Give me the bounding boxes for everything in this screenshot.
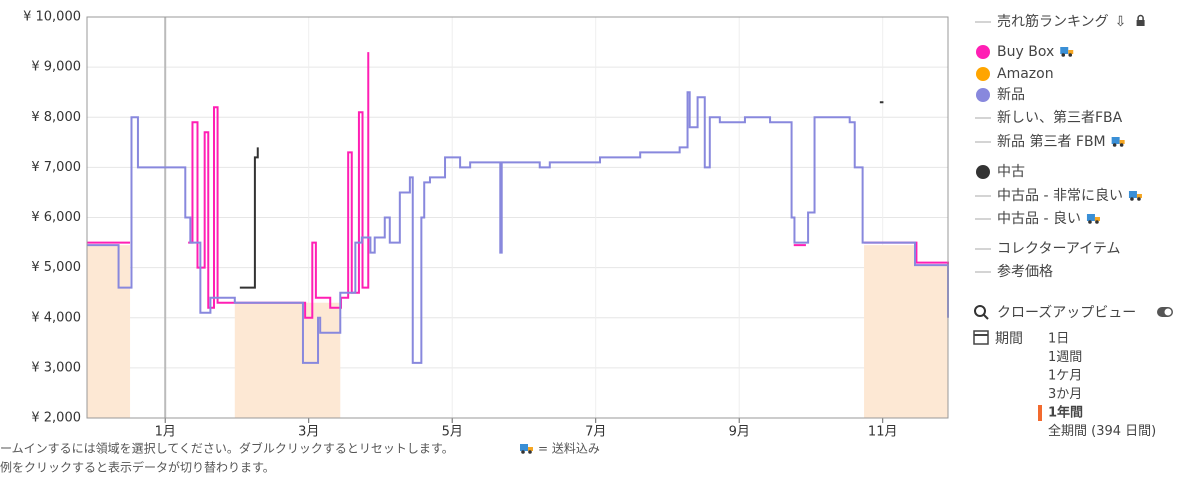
legend-entry[interactable]: 新品 第三者 FBM: [997, 133, 1106, 150]
y-tick-label: ¥ 10,000: [23, 10, 81, 25]
legend-marker: [976, 88, 990, 102]
plot-border: [86, 16, 949, 419]
y-tick-label: ¥ 8,000: [31, 110, 81, 125]
legend-entry[interactable]: 参考価格: [997, 263, 1053, 280]
price-line: [87, 52, 949, 319]
shipping-icon: [1111, 137, 1125, 147]
toggle-knob: [1164, 308, 1172, 316]
x-tick-label: 7月: [585, 425, 606, 440]
legend-marker: [976, 67, 990, 81]
legend-entry[interactable]: 中古品 - 良い: [997, 211, 1081, 227]
legend-marker: [976, 45, 990, 59]
truck-cab: [1094, 217, 1100, 221]
wheel: [1088, 220, 1092, 224]
shipping-icon: [1086, 214, 1100, 224]
lock-icon: [1136, 20, 1145, 26]
closeup-label[interactable]: クローズアップビュー: [997, 305, 1136, 321]
wheel: [1112, 143, 1117, 147]
x-tick-label: 11月: [868, 425, 898, 440]
period-option[interactable]: 1週間: [1048, 350, 1082, 365]
search-icon: [974, 305, 986, 317]
legend-entry[interactable]: 新品: [997, 87, 1025, 103]
legend-entry[interactable]: 売れ筋ランキング: [997, 13, 1109, 30]
y-tick-label: ¥ 3,000: [31, 360, 81, 375]
legend-entry[interactable]: コレクターアイテム: [997, 241, 1120, 257]
selected-marker: [1038, 405, 1042, 421]
period-option[interactable]: 1年間: [1048, 405, 1083, 421]
truck-body: [1128, 191, 1137, 198]
period-option[interactable]: 1ケ月: [1048, 369, 1082, 384]
shipping-icon: [1060, 47, 1074, 57]
period-option[interactable]: 3か月: [1048, 387, 1082, 402]
legend-entry[interactable]: Buy Box: [997, 44, 1054, 60]
search-handle: [983, 314, 989, 320]
legend-entry[interactable]: 新しい、第三者FBA: [997, 109, 1123, 126]
shipping-icon: [520, 444, 533, 454]
legend-entry[interactable]: 中古品 - 非常に良い: [997, 188, 1123, 204]
x-tick-label: 1月: [155, 425, 176, 440]
truck-body: [1111, 137, 1120, 144]
truck-body: [1086, 214, 1095, 221]
price-area: [87, 245, 948, 418]
shipping-icon: [1128, 191, 1142, 201]
help-text: ームインするには領域を選択してください。ダブルクリックするとリセットします。: [0, 441, 454, 456]
wheel: [1130, 197, 1134, 201]
calendar-icon: [973, 330, 989, 345]
wheel: [521, 450, 525, 454]
legend-entry[interactable]: Amazon: [997, 66, 1054, 82]
wheel: [1137, 197, 1141, 201]
help-text: = 送料込み: [538, 441, 600, 456]
wheel: [1068, 53, 1073, 57]
period-label: 期間: [995, 331, 1023, 347]
y-tick-label: ¥ 6,000: [31, 210, 81, 225]
truck-cab: [528, 447, 533, 451]
sort-icon: ⇩: [1115, 14, 1127, 30]
period-option[interactable]: 1日: [1048, 332, 1069, 347]
legend-entry[interactable]: 中古: [997, 164, 1025, 180]
y-tick-label: ¥ 5,000: [31, 260, 81, 275]
legend-marker: [976, 165, 990, 179]
lock-shackle: [1137, 14, 1144, 20]
wheel: [528, 450, 532, 454]
price-line: [239, 101, 884, 289]
wheel: [1119, 143, 1124, 147]
y-tick-label: ¥ 7,000: [31, 160, 81, 175]
help-text: 例をクリックすると表示データが切り替わります。: [0, 460, 275, 475]
price-line: [87, 91, 949, 364]
truck-cab: [1068, 50, 1074, 54]
x-tick-label: 3月: [298, 425, 319, 440]
wheel: [1095, 220, 1099, 224]
y-tick-label: ¥ 9,000: [31, 60, 81, 75]
y-tick-label: ¥ 2,000: [31, 411, 81, 426]
x-tick-label: 9月: [729, 425, 750, 440]
y-tick-label: ¥ 4,000: [31, 310, 81, 325]
truck-body: [1060, 47, 1069, 54]
wheel: [1061, 53, 1066, 57]
x-tick-label: 5月: [442, 425, 463, 440]
truck-cab: [1136, 194, 1142, 198]
truck-cab: [1119, 140, 1125, 144]
period-option[interactable]: 全期間 (394 日間): [1048, 423, 1156, 439]
truck-body: [520, 444, 528, 451]
